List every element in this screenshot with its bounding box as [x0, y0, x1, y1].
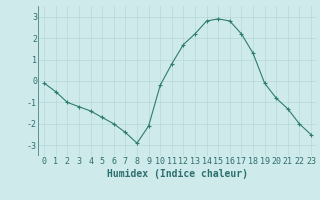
X-axis label: Humidex (Indice chaleur): Humidex (Indice chaleur): [107, 169, 248, 179]
